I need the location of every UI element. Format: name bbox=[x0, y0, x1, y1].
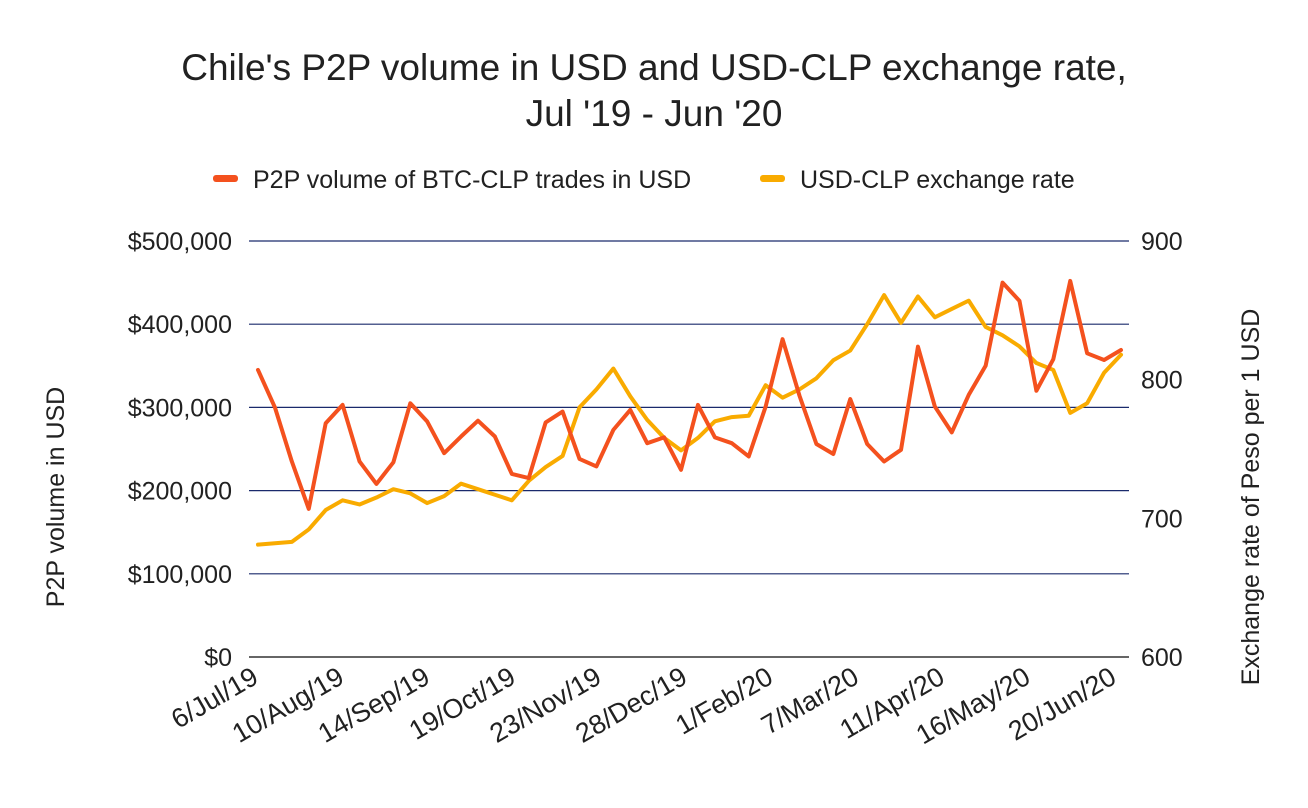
left-axis-title: P2P volume in USD bbox=[42, 387, 70, 607]
right-tick-label: 800 bbox=[1141, 367, 1183, 395]
series-layer bbox=[256, 278, 1123, 547]
right-axis-ticks: 600 700 800 900 bbox=[1141, 228, 1183, 672]
right-tick-label: 600 bbox=[1141, 644, 1183, 672]
left-tick-label: $500,000 bbox=[128, 228, 232, 256]
right-tick-label: 700 bbox=[1141, 505, 1183, 533]
left-axis-ticks: $0 $100,000 $200,000 $300,000 $400,000 $500,0… bbox=[128, 228, 232, 672]
legend-swatch-p2p bbox=[213, 175, 238, 182]
legend-label-exchange-rate: USD-CLP exchange rate bbox=[800, 166, 1075, 194]
legend-swatch-exchange-rate bbox=[760, 175, 785, 182]
chart-title-line-2: Jul '19 - Jun '20 bbox=[526, 93, 783, 134]
x-tick-label: 1/Feb/20 bbox=[671, 661, 778, 740]
left-tick-label: $300,000 bbox=[128, 394, 232, 422]
left-tick-label: $100,000 bbox=[128, 561, 232, 589]
right-axis-title: Exchange rate of Peso per 1 USD bbox=[1237, 309, 1265, 686]
left-tick-label: $400,000 bbox=[128, 311, 232, 339]
left-tick-label: $0 bbox=[204, 644, 232, 672]
legend-label-p2p: P2P volume of BTC-CLP trades in USD bbox=[253, 166, 691, 194]
series-line-p2p-volume bbox=[256, 278, 1123, 511]
chart-title-line-1: Chile's P2P volume in USD and USD-CLP ex… bbox=[181, 47, 1127, 88]
legend: P2P volume of BTC-CLP trades in USD USD-… bbox=[213, 166, 1075, 194]
right-tick-label: 900 bbox=[1141, 228, 1183, 256]
left-tick-label: $200,000 bbox=[128, 478, 232, 506]
x-axis-ticks: 6/Jul/1910/Aug/1914/Sep/1919/Oct/1923/No… bbox=[166, 661, 1121, 750]
